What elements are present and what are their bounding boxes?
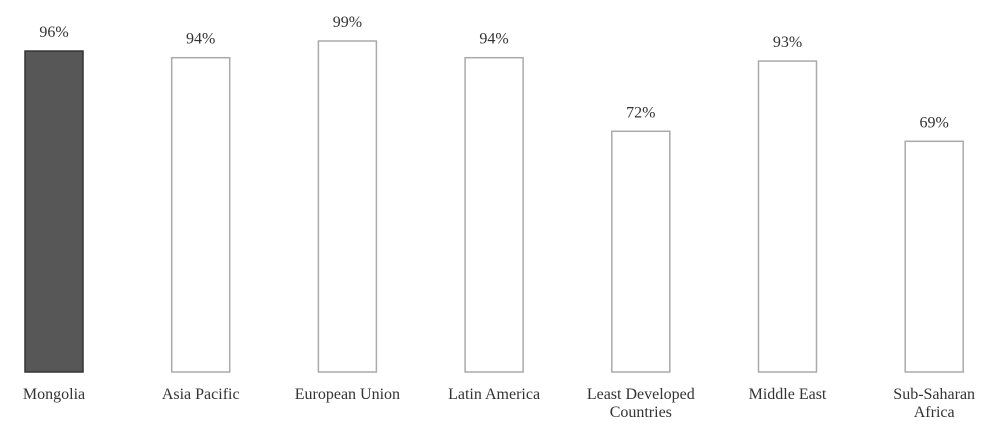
bar bbox=[464, 56, 524, 373]
bar bbox=[904, 140, 964, 373]
bar bbox=[24, 50, 84, 373]
bar bbox=[317, 40, 378, 373]
value-label: 72% bbox=[626, 104, 655, 121]
bar bbox=[170, 56, 231, 373]
bar bbox=[611, 130, 671, 373]
value-label: 93% bbox=[773, 34, 802, 51]
x-tick-label: Asia Pacific bbox=[161, 386, 240, 403]
value-label: 96% bbox=[39, 24, 68, 41]
bar bbox=[757, 60, 818, 373]
value-label: 99% bbox=[333, 14, 362, 31]
x-tick-label: Sub-Saharan Africa bbox=[893, 386, 976, 421]
x-tick-label: Latin America bbox=[448, 386, 541, 403]
x-tick-label: Middle East bbox=[748, 386, 827, 403]
x-tick-label: European Union bbox=[294, 386, 401, 403]
x-tick-label: Least Developed Countries bbox=[586, 386, 695, 421]
value-label: 94% bbox=[479, 31, 508, 48]
value-label: 69% bbox=[920, 114, 949, 131]
value-label: 94% bbox=[186, 31, 215, 48]
x-tick-label: Mongolia bbox=[22, 386, 86, 403]
